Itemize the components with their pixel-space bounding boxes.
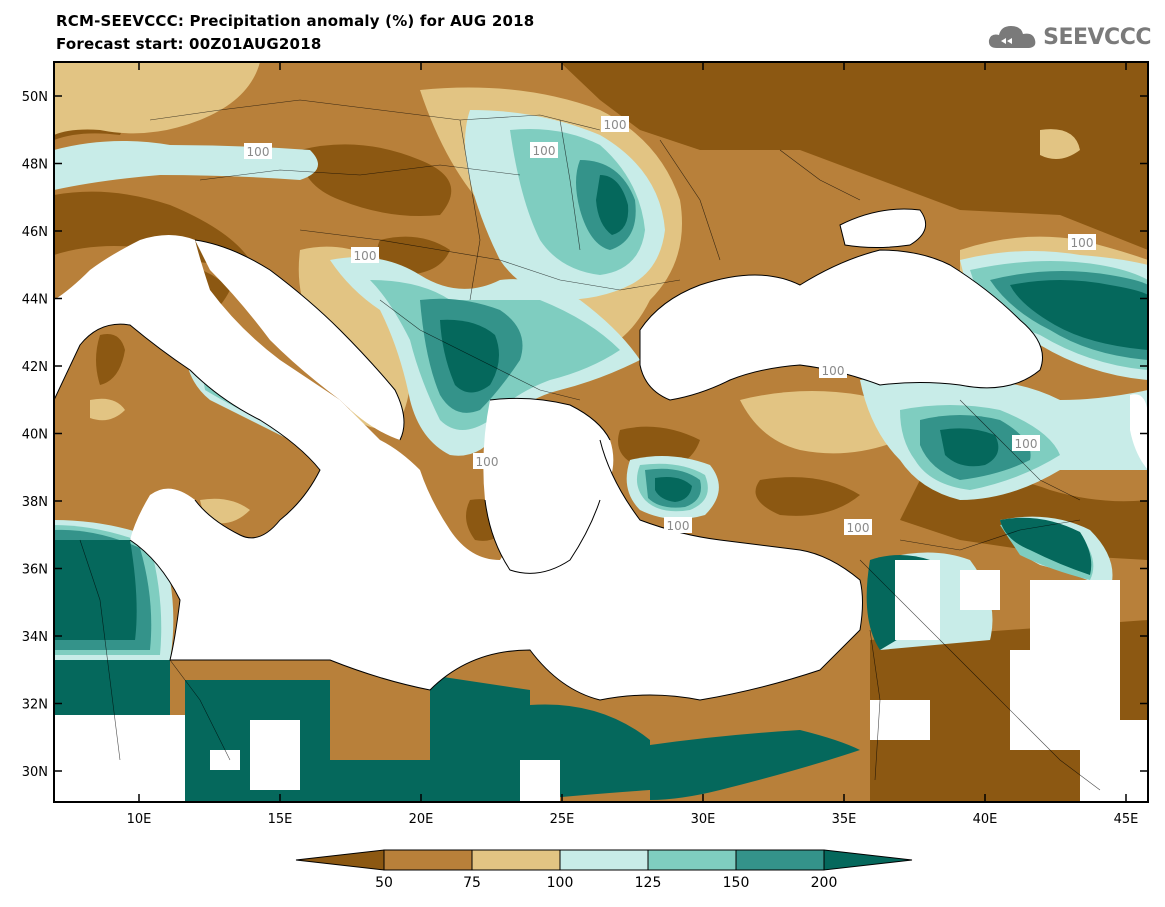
contour-label: 100 xyxy=(667,519,690,533)
contour-label: 100 xyxy=(847,521,870,535)
country-borders xyxy=(79,99,1101,791)
logo-text: SEEVCCC xyxy=(1043,24,1151,50)
lat-label: 38N xyxy=(22,495,48,510)
lon-label: 30E xyxy=(691,812,716,827)
anomaly-field xyxy=(54,62,1148,802)
contour-label: 100 xyxy=(247,145,270,159)
legend-label: 50 xyxy=(375,875,393,891)
contour-label-bg xyxy=(819,362,847,378)
legend-swatch xyxy=(735,849,825,871)
contour-label-bg xyxy=(1012,435,1040,451)
lat-label: 44N xyxy=(22,293,48,308)
lon-label: 20E xyxy=(409,812,434,827)
lat-label: 30N xyxy=(22,765,48,780)
lon-label: 35E xyxy=(832,812,857,827)
cloud-icon xyxy=(989,26,1036,48)
forecast-start-subtitle: Forecast start: 00Z01AUG2018 xyxy=(56,35,322,53)
map-title: RCM-SEEVCCC: Precipitation anomaly (%) f… xyxy=(56,12,535,30)
legend-swatch xyxy=(823,849,913,871)
contour-label: 100 xyxy=(533,144,556,158)
contour-labels: 100 100 100 100 100 100 100 100 100 100 xyxy=(244,116,1096,535)
lat-label: 48N xyxy=(22,158,48,173)
lat-label: 36N xyxy=(22,563,48,578)
lon-label: 10E xyxy=(127,812,152,827)
map-border xyxy=(53,61,1149,803)
contour-label-bg xyxy=(664,517,692,533)
contour-label-bg xyxy=(844,519,872,535)
legend-label: 75 xyxy=(463,875,481,891)
lat-label: 50N xyxy=(22,90,48,105)
lon-label: 15E xyxy=(268,812,293,827)
contour-label: 100 xyxy=(354,249,377,263)
contour-label-bg xyxy=(601,116,629,132)
legend-swatch xyxy=(647,849,737,871)
sea-mask xyxy=(54,209,1148,700)
lat-label: 40N xyxy=(22,428,48,443)
seevccc-logo: SEEVCCC xyxy=(987,22,1151,52)
lat-label: 42N xyxy=(22,360,48,375)
contour-label: 100 xyxy=(1071,236,1094,250)
lat-label: 32N xyxy=(22,698,48,713)
lat-label: 34N xyxy=(22,630,48,645)
latitude-axis: 50N 48N 46N 44N 42N 40N 38N 36N 34N 32N 30N xyxy=(22,90,1148,780)
coastlines xyxy=(54,208,1043,701)
contour-label-bg xyxy=(473,453,501,469)
contour-label-bg xyxy=(351,247,379,263)
masked-areas xyxy=(54,560,1148,802)
legend-swatch xyxy=(471,849,561,871)
legend-label: 200 xyxy=(811,875,838,891)
contour-label: 100 xyxy=(604,118,627,132)
lat-label: 46N xyxy=(22,225,48,240)
colorbar-legend: 50 75 100 125 150 200 xyxy=(295,849,913,891)
lon-label: 25E xyxy=(550,812,575,827)
longitude-axis: 10E 15E 20E 25E 30E 35E 40E 45E xyxy=(127,62,1139,827)
contour-label: 100 xyxy=(822,364,845,378)
contour-label-bg xyxy=(244,143,272,159)
contour-label: 100 xyxy=(1015,437,1038,451)
lon-label: 40E xyxy=(973,812,998,827)
contour-label-bg xyxy=(530,142,558,158)
contour-label-bg xyxy=(1068,234,1096,250)
legend-swatch xyxy=(383,849,473,871)
lon-label: 45E xyxy=(1114,812,1139,827)
legend-swatch xyxy=(295,849,385,871)
legend-label: 125 xyxy=(635,875,662,891)
legend-swatch xyxy=(559,849,649,871)
legend-label: 150 xyxy=(723,875,750,891)
legend-label: 100 xyxy=(547,875,574,891)
contour-label: 100 xyxy=(476,455,499,469)
